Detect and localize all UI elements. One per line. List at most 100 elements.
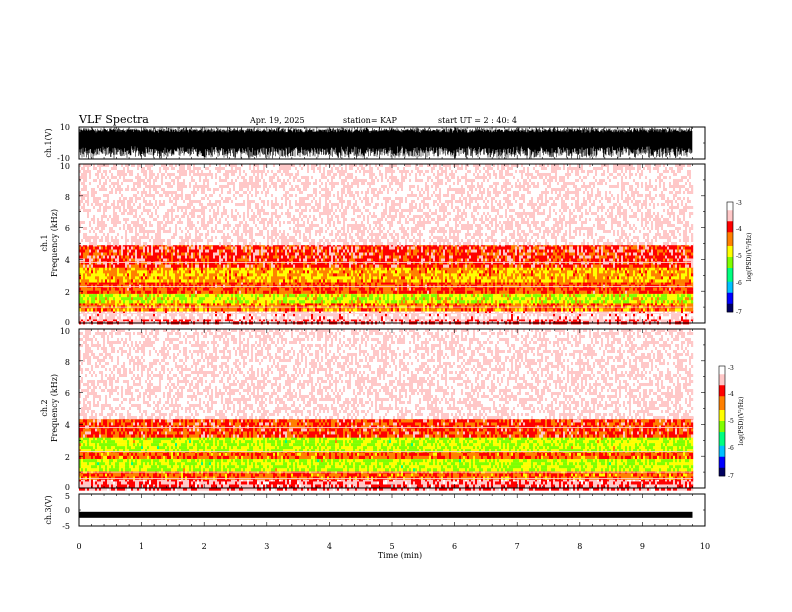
spectrogram-cell [99,249,102,253]
spectrogram-cell [159,281,162,285]
spectrogram-cell [147,242,150,246]
spectrogram-cell [143,185,146,189]
spectrogram-cell [239,242,242,246]
spectrogram-cell [181,294,184,298]
spectrogram-cell [213,185,216,189]
spectrogram-cell [117,258,120,262]
spectrogram-cell [241,200,244,204]
spectrogram-cell [161,300,164,304]
spectrogram-cell [217,267,220,271]
spectrogram-cell [105,221,108,225]
spectrogram-cell [183,261,186,265]
spectrogram-cell [203,230,206,234]
spectrogram-cell [181,310,184,314]
spectrogram-cell [245,200,248,204]
spectrogram-cell [149,310,152,314]
spectrogram-cell [143,164,146,168]
spectrogram-cell [99,276,102,280]
spectrogram-cell [95,197,98,201]
spectrogram-cell [93,316,96,320]
spectrogram-cell [95,252,98,256]
spectrogram-cell [117,279,120,283]
spectrogram-cell [217,176,220,180]
spectrogram-cell [91,176,94,180]
spectrogram-cell [191,249,194,253]
spectrogram-cell [179,167,182,171]
spectrogram-cell [245,221,248,225]
spectrogram-cell [129,316,132,320]
spectrogram-cell [91,294,94,298]
spectrogram-cell [157,279,160,283]
spectrogram-cell [199,200,202,204]
spectrogram-cell [249,242,252,246]
spectrogram-cell [209,294,212,298]
spectrogram-cell [213,200,216,204]
spectrogram-cell [153,297,156,301]
spectrogram-cell [243,281,246,285]
spectrogram-cell [167,313,170,317]
spectrogram-cell [249,173,252,177]
spectrogram-cell [93,170,96,174]
spectrogram-cell [165,270,168,274]
spectrogram-cell [97,209,100,213]
spectrogram-cell [101,308,104,312]
spectrogram-cell [169,252,172,256]
spectrogram-cell [165,297,168,301]
spectrogram-cell [147,258,150,262]
spectrogram-cell [189,233,192,237]
spectrogram-cell [93,185,96,189]
spectrogram-cell [171,236,174,240]
spectrogram-cell [111,258,114,262]
spectrogram-cell [97,255,100,259]
spectrogram-cell [87,273,90,277]
spectrogram-cell [199,185,202,189]
spectrogram-cell [109,249,112,253]
spectrogram-cell [163,316,166,320]
spectrogram-cell [121,191,124,195]
spectrogram-cell [153,261,156,265]
spectrogram-cell [133,179,136,183]
spectrogram-cell [133,203,136,207]
spectrogram-cell [81,297,84,301]
spectrogram-cell [113,197,116,201]
spectrogram-cell [177,224,180,228]
spectrogram-cell [141,270,144,274]
spectrogram-cell [243,316,246,320]
spectrogram-cell [185,318,188,322]
spectrogram-cell [93,308,96,312]
spectrogram-cell [233,255,236,259]
spectrogram-cell [113,297,116,301]
spectrogram-cell [135,212,138,216]
spectrogram-cell [79,316,82,320]
spectrogram-cell [125,276,128,280]
spectrogram-cell [241,218,244,222]
spectrogram-cell [83,176,86,180]
spectrogram-cell [215,230,218,234]
spectrogram-cell [223,318,226,322]
spectrogram-cell [147,194,150,198]
spectrogram-cell [183,212,186,216]
spectrogram-cell [229,227,232,231]
spectrogram-cell [127,242,130,246]
spectrogram-cell [243,173,246,177]
spectrogram-cell [247,255,250,259]
spectrogram-cell [223,227,226,231]
spectrogram-cell [97,258,100,262]
spectrogram-cell [107,194,110,198]
spectrogram-cell [185,212,188,216]
spectrogram-cell [213,164,216,168]
spectrogram-cell [87,233,90,237]
spectrogram-cell [171,209,174,213]
spectrogram-cell [155,246,158,250]
spectrogram-cell [241,176,244,180]
spectrogram-cell [105,255,108,259]
spectrogram-cell [201,302,204,306]
spectrogram-cell [117,197,120,201]
spectrogram-cell [241,242,244,246]
spectrogram-cell [227,224,230,228]
spectrogram-cell [175,236,178,240]
spectrogram-cell [107,215,110,219]
spectrogram-cell [219,170,222,174]
spectrogram-cell [251,206,254,210]
spectrogram-cell [123,230,126,234]
